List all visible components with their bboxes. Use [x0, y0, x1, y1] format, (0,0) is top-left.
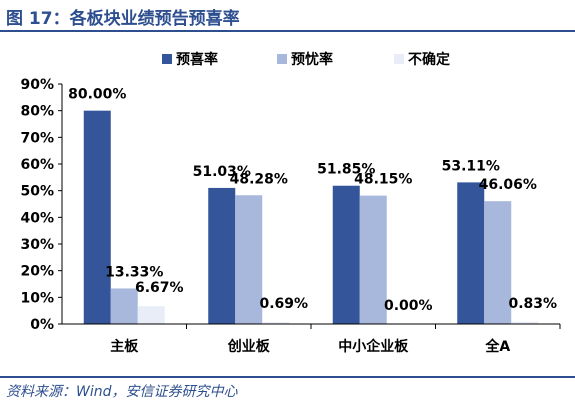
data-labels: 80.00% 13.33%6.67% 51.03%48.28% 0.69% 51.85%…: [68, 87, 557, 314]
x-tick-label: 主板: [110, 338, 139, 355]
bar-chart: 0% 10% 20% 30% 40% 50% 60% 70% 80% 90% 80.00% 13.3…: [20, 51, 561, 355]
data-label: 80.00%: [68, 87, 126, 103]
data-label: 48.28%: [230, 171, 288, 187]
bar: [235, 195, 263, 324]
data-label: 51.85%: [317, 162, 375, 178]
y-tick-label: 90%: [20, 77, 54, 93]
y-axis: 0% 10% 20% 30% 40% 50% 60% 70% 80% 90%: [20, 77, 63, 333]
bars: [83, 110, 539, 325]
bar: [83, 110, 111, 325]
bar: [137, 306, 165, 324]
data-label: 0.83%: [508, 296, 557, 312]
bar: [208, 187, 236, 324]
data-label: 46.06%: [479, 177, 537, 193]
bar: [332, 185, 360, 324]
y-tick-label: 50%: [20, 184, 54, 200]
y-tick-label: 80%: [20, 104, 54, 120]
data-label: 0.00%: [384, 298, 433, 314]
x-axis: 主板 创业板 中小企业板 全A: [62, 323, 561, 355]
y-tick-label: 10%: [20, 290, 54, 306]
y-tick-label: 20%: [20, 264, 54, 280]
bar: [511, 321, 539, 324]
figure-title: 图 17：各板块业绩预告预喜率: [6, 9, 240, 29]
bar: [262, 322, 290, 324]
x-tick-label: 创业板: [227, 338, 271, 355]
figure-title-bar: 图 17：各板块业绩预告预喜率: [0, 0, 575, 32]
y-tick-label: 30%: [20, 237, 54, 253]
data-label: 0.69%: [259, 296, 308, 312]
y-tick-label: 0%: [30, 317, 54, 333]
legend-swatch: [394, 54, 404, 64]
y-tick-label: 60%: [20, 157, 54, 173]
y-tick-label: 40%: [20, 210, 54, 226]
bar: [457, 182, 485, 324]
x-tick-label: 中小企业板: [338, 338, 409, 355]
legend-label: 预喜率: [176, 51, 218, 68]
legend: 预喜率 预忧率 不确定: [162, 51, 450, 68]
legend-label: 不确定: [408, 51, 450, 68]
source-divider: [0, 376, 575, 378]
data-label: 53.11%: [442, 158, 500, 174]
bar: [110, 288, 138, 324]
source-note: 资料来源：Wind，安信证券研究中心: [6, 384, 238, 400]
legend-swatch: [162, 54, 172, 64]
data-label: 13.33%: [105, 264, 163, 280]
data-label: 6.67%: [135, 280, 184, 296]
bar: [484, 201, 512, 324]
bar: [359, 195, 387, 324]
x-tick-label: 全A: [484, 338, 510, 355]
y-tick-label: 70%: [20, 130, 54, 146]
data-label: 48.15%: [354, 172, 412, 188]
legend-swatch: [277, 54, 287, 64]
data-label: 51.03%: [193, 164, 251, 180]
legend-label: 预忧率: [291, 51, 333, 68]
